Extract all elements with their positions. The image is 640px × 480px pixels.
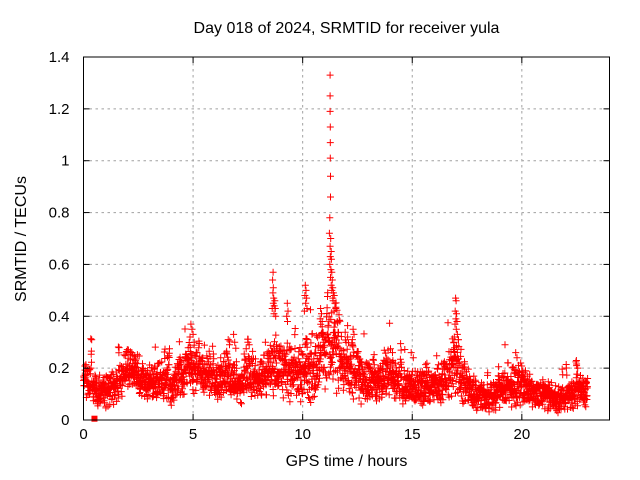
x-tick-label: 0 (79, 426, 87, 443)
plot-border (83, 56, 610, 421)
scatter-points-series (80, 71, 592, 417)
y-tick-label: 1.2 (49, 101, 70, 118)
x-tick-label: 15 (404, 426, 421, 443)
x-axis-label: GPS time / hours (285, 453, 408, 470)
x-tick-label: 5 (189, 426, 197, 443)
y-tick-label: 0.4 (49, 308, 70, 325)
y-tick-label: 0.2 (49, 360, 70, 377)
y-tick-label: 0 (61, 412, 69, 429)
y-tick-label: 1 (61, 153, 69, 170)
y-axis-label: SRMTID / TECUs (13, 175, 30, 302)
y-axis-label-wrap: SRMTID / TECUs (0, 57, 44, 420)
y-tick-label: 0.6 (49, 256, 70, 273)
x-tick-label: 20 (513, 426, 530, 443)
zero-point-square-marker (91, 415, 98, 422)
y-tick-label: 0.8 (49, 205, 70, 222)
y-tick-label: 1.4 (49, 49, 70, 66)
x-tick-label: 10 (294, 426, 311, 443)
chart-title: Day 018 of 2024, SRMTID for receiver yul… (193, 20, 500, 37)
